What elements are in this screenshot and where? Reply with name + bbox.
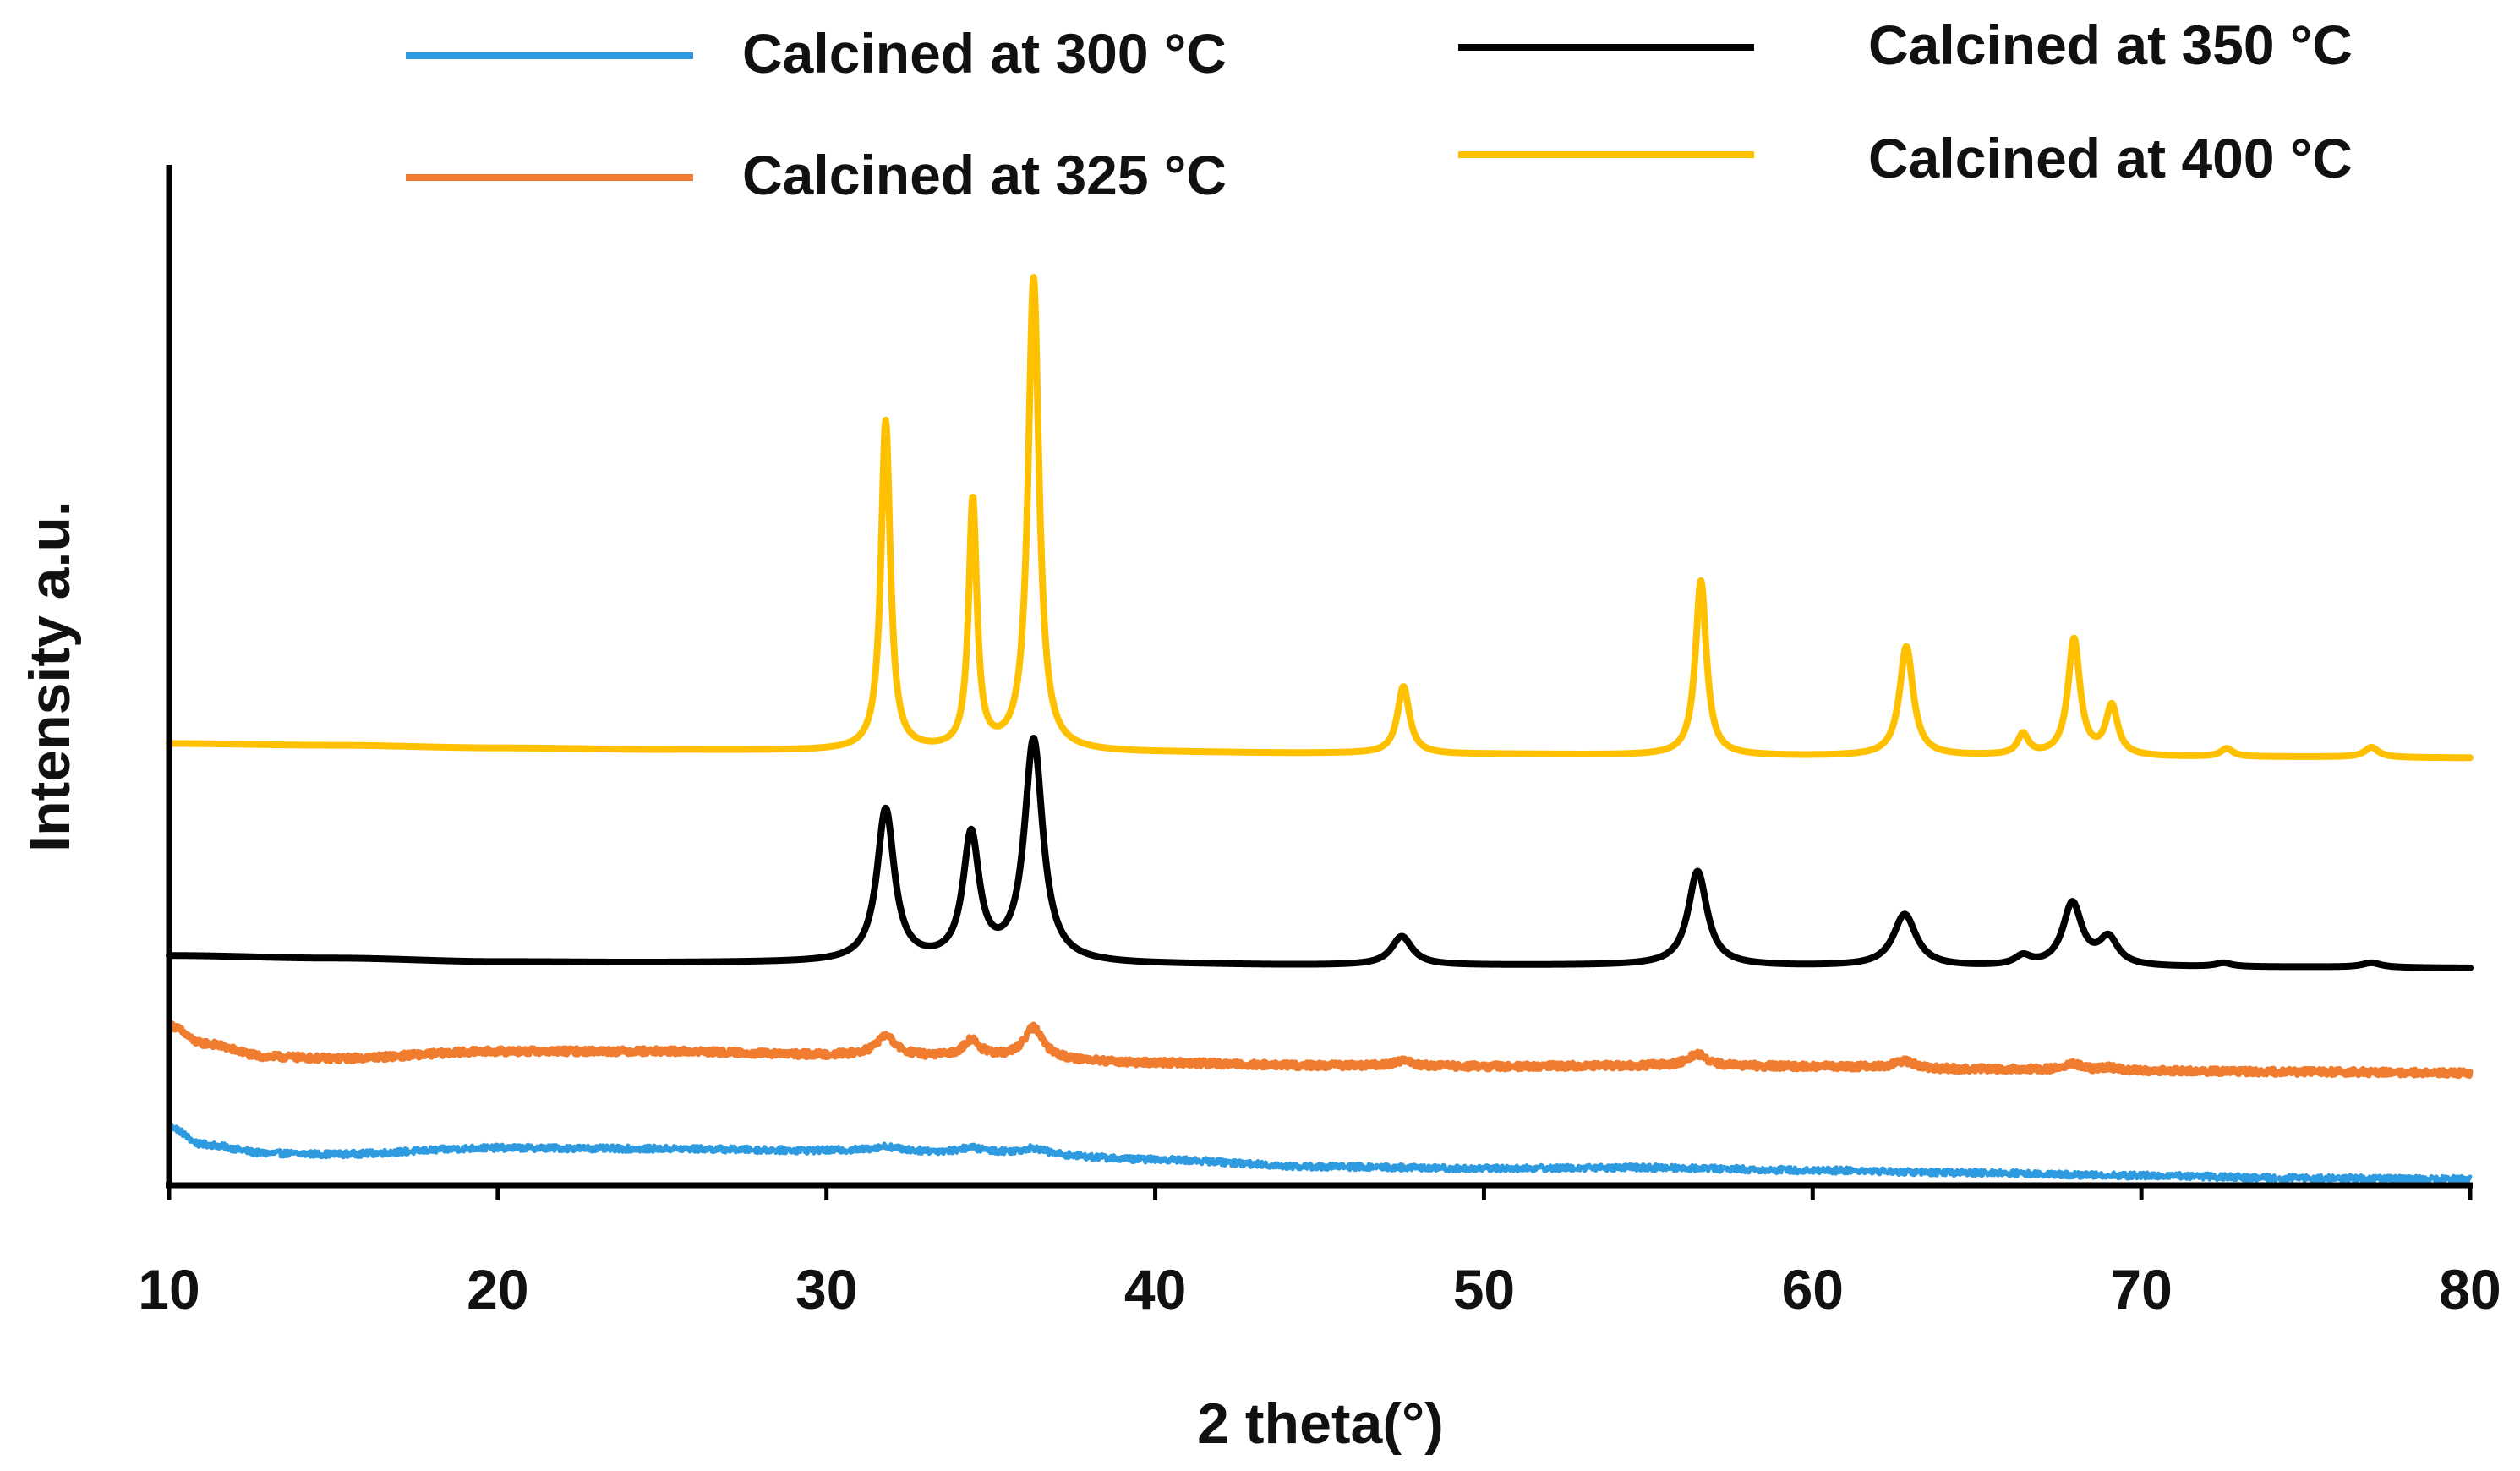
- series-line-300: [167, 1123, 2473, 1184]
- x-axis-ticks: 10 20 30 40 50 60 70 80: [138, 1185, 2501, 1321]
- x-tick-label-60: 60: [1782, 1258, 1844, 1321]
- y-axis-title: Intensity a.u.: [18, 500, 82, 852]
- axes: [166, 165, 2473, 1189]
- plot-series: [166, 274, 2474, 1184]
- legend-label-300: Calcined at 300 °C: [742, 22, 1227, 85]
- x-tick-label-10: 10: [138, 1258, 200, 1321]
- x-tick-label-40: 40: [1124, 1258, 1186, 1321]
- x-tick-label-50: 50: [1453, 1258, 1515, 1321]
- x-axis-title: 2 theta(°): [1197, 1392, 1444, 1456]
- legend-label-350: Calcined at 350 °C: [1868, 14, 2353, 76]
- x-tick-label-30: 30: [795, 1258, 857, 1321]
- series-line-350: [166, 735, 2474, 971]
- legend-entry-325: Calcined at 325 °C: [406, 144, 1227, 206]
- legend-label-325: Calcined at 325 °C: [742, 144, 1227, 206]
- legend-entry-400: Calcined at 400 °C: [1458, 127, 2353, 189]
- legend: Calcined at 300 °C Calcined at 325 °C Ca…: [406, 14, 2353, 206]
- series-line-325: [166, 1020, 2474, 1080]
- x-tick-label-80: 80: [2439, 1258, 2501, 1321]
- legend-label-400: Calcined at 400 °C: [1868, 127, 2353, 189]
- x-tick-label-70: 70: [2110, 1258, 2172, 1321]
- legend-entry-350: Calcined at 350 °C: [1458, 14, 2353, 76]
- x-tick-label-20: 20: [467, 1258, 528, 1321]
- series-line-400: [166, 274, 2474, 762]
- legend-entry-300: Calcined at 300 °C: [406, 22, 1227, 85]
